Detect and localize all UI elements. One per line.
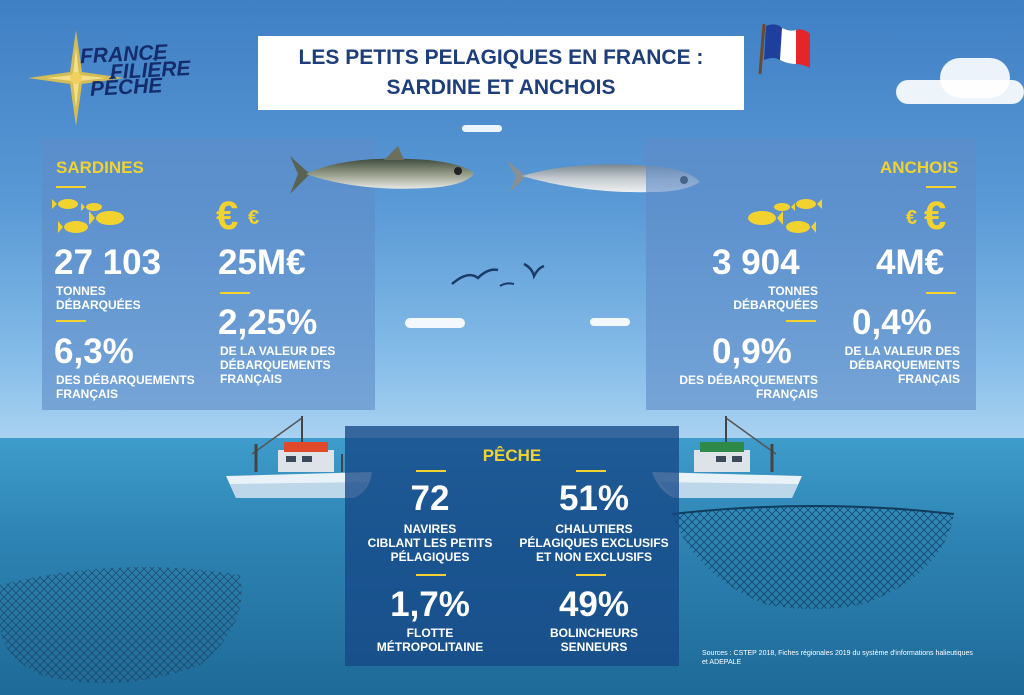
peche-panel [345, 426, 679, 666]
sardines-tonnes-value: 27 103 [54, 243, 162, 282]
anchois-tonnes-value: 3 904 [712, 243, 800, 282]
logo-line-3: PÊCHE [89, 74, 163, 101]
divider [576, 470, 606, 472]
fishing-net-icon [0, 567, 242, 683]
title-box: LES PETITS PELAGIQUES EN FRANCE : SARDIN… [258, 36, 744, 110]
peche-ships-value: 72 [410, 479, 450, 518]
euro-icon: € [216, 194, 239, 238]
anchois-share-label-1: DES DÉBARQUEMENTS [679, 373, 818, 387]
sardines-heading: SARDINES [56, 158, 144, 177]
divider [926, 292, 956, 294]
fish-school-icon [52, 199, 124, 233]
euro-icon: € [924, 194, 947, 238]
sardines-value-share-label-3: FRANÇAIS [220, 372, 282, 386]
compass-rose-icon [28, 30, 124, 126]
anchois-value-share-label-2: DÉBARQUEMENTS [849, 358, 960, 372]
peche-trawlers-label-2: PÉLAGIQUES EXCLUSIFS [519, 536, 669, 550]
peche-ships-label-1: NAVIRES [403, 522, 457, 536]
anchois-heading: ANCHOIS [880, 158, 959, 177]
sardines-share-value: 6,3% [54, 332, 134, 371]
divider [56, 320, 86, 322]
seagull-icon [451, 262, 545, 287]
sardines-value-share-label-2: DÉBARQUEMENTS [220, 358, 331, 372]
divider [576, 574, 606, 576]
cloud [590, 318, 630, 326]
french-flag-icon [758, 23, 810, 75]
title-line-2: SARDINE ET ANCHOIS [386, 76, 616, 99]
peche-fleet-label-1: FLOTTE [406, 626, 454, 640]
sources-line-1: Sources : CSTEP 2018, Fiches régionales … [702, 650, 973, 657]
sardines-tonnes-label-1: TONNES [56, 284, 106, 298]
fishing-boat-icon [652, 416, 802, 498]
divider [416, 574, 446, 576]
euro-icon: € [906, 207, 918, 229]
anchois-value-value: 4M€ [876, 243, 945, 282]
cloud [462, 125, 502, 132]
peche-ships-label-2: CIBLANT LES PETITS [367, 536, 493, 550]
sardines-share-label-2: FRANÇAIS [56, 387, 118, 401]
divider [926, 186, 956, 188]
peche-seiners-label-2: SENNEURS [560, 640, 628, 654]
cloud [405, 318, 465, 328]
sardines-share-label-1: DES DÉBARQUEMENTS [56, 373, 195, 387]
divider [220, 292, 250, 294]
sardines-value-value: 25M€ [218, 243, 306, 282]
peche-seiners-value: 49% [558, 585, 630, 624]
sardines-value-share-value: 2,25% [218, 303, 318, 342]
fishing-boat-icon [226, 416, 372, 498]
sardines-tonnes-label-2: DÉBARQUÉES [56, 298, 141, 312]
peche-fleet-value: 1,7% [390, 585, 470, 624]
anchois-value-share-label-3: FRANÇAIS [898, 372, 960, 386]
divider [416, 470, 446, 472]
anchois-panel [646, 138, 976, 410]
peche-heading: PÊCHE [482, 446, 542, 465]
sardine-fish-icon [290, 146, 474, 194]
logo: FRANCE FILIÈRE PÊCHE [28, 30, 238, 130]
anchois-tonnes-label-2: DÉBARQUÉES [733, 298, 818, 312]
peche-ships-label-3: PÉLAGIQUES [390, 550, 470, 564]
anchois-value-share-label-1: DE LA VALEUR DES [844, 344, 960, 358]
sardines-value-share-label-1: DE LA VALEUR DES [220, 344, 336, 358]
divider [56, 186, 86, 188]
sources-note: Sources : CSTEP 2018, Fiches régionales … [702, 649, 992, 667]
anchois-share-label-2: FRANÇAIS [756, 387, 818, 401]
euro-icon: € [248, 207, 260, 229]
peche-seiners-label-1: BOLINCHEURS [549, 626, 638, 640]
peche-trawlers-value: 51% [558, 479, 630, 518]
cloud [940, 58, 1010, 98]
peche-trawlers-label-3: ET NON EXCLUSIFS [535, 550, 652, 564]
sardines-panel [42, 138, 375, 410]
fish-school-icon [748, 199, 822, 233]
fishing-net-icon [671, 505, 955, 609]
peche-fleet-label-2: MÉTROPOLITAINE [376, 640, 484, 654]
anchois-value-share-value: 0,4% [852, 303, 932, 342]
sources-line-2: et ADEPALE [702, 659, 742, 666]
title-line-1: LES PETITS PELAGIQUES EN FRANCE : [298, 46, 704, 69]
divider [786, 320, 816, 322]
peche-trawlers-label-1: CHALUTIERS [555, 522, 633, 536]
anchois-tonnes-label-1: TONNES [768, 284, 818, 298]
anchois-share-value: 0,9% [712, 332, 792, 371]
